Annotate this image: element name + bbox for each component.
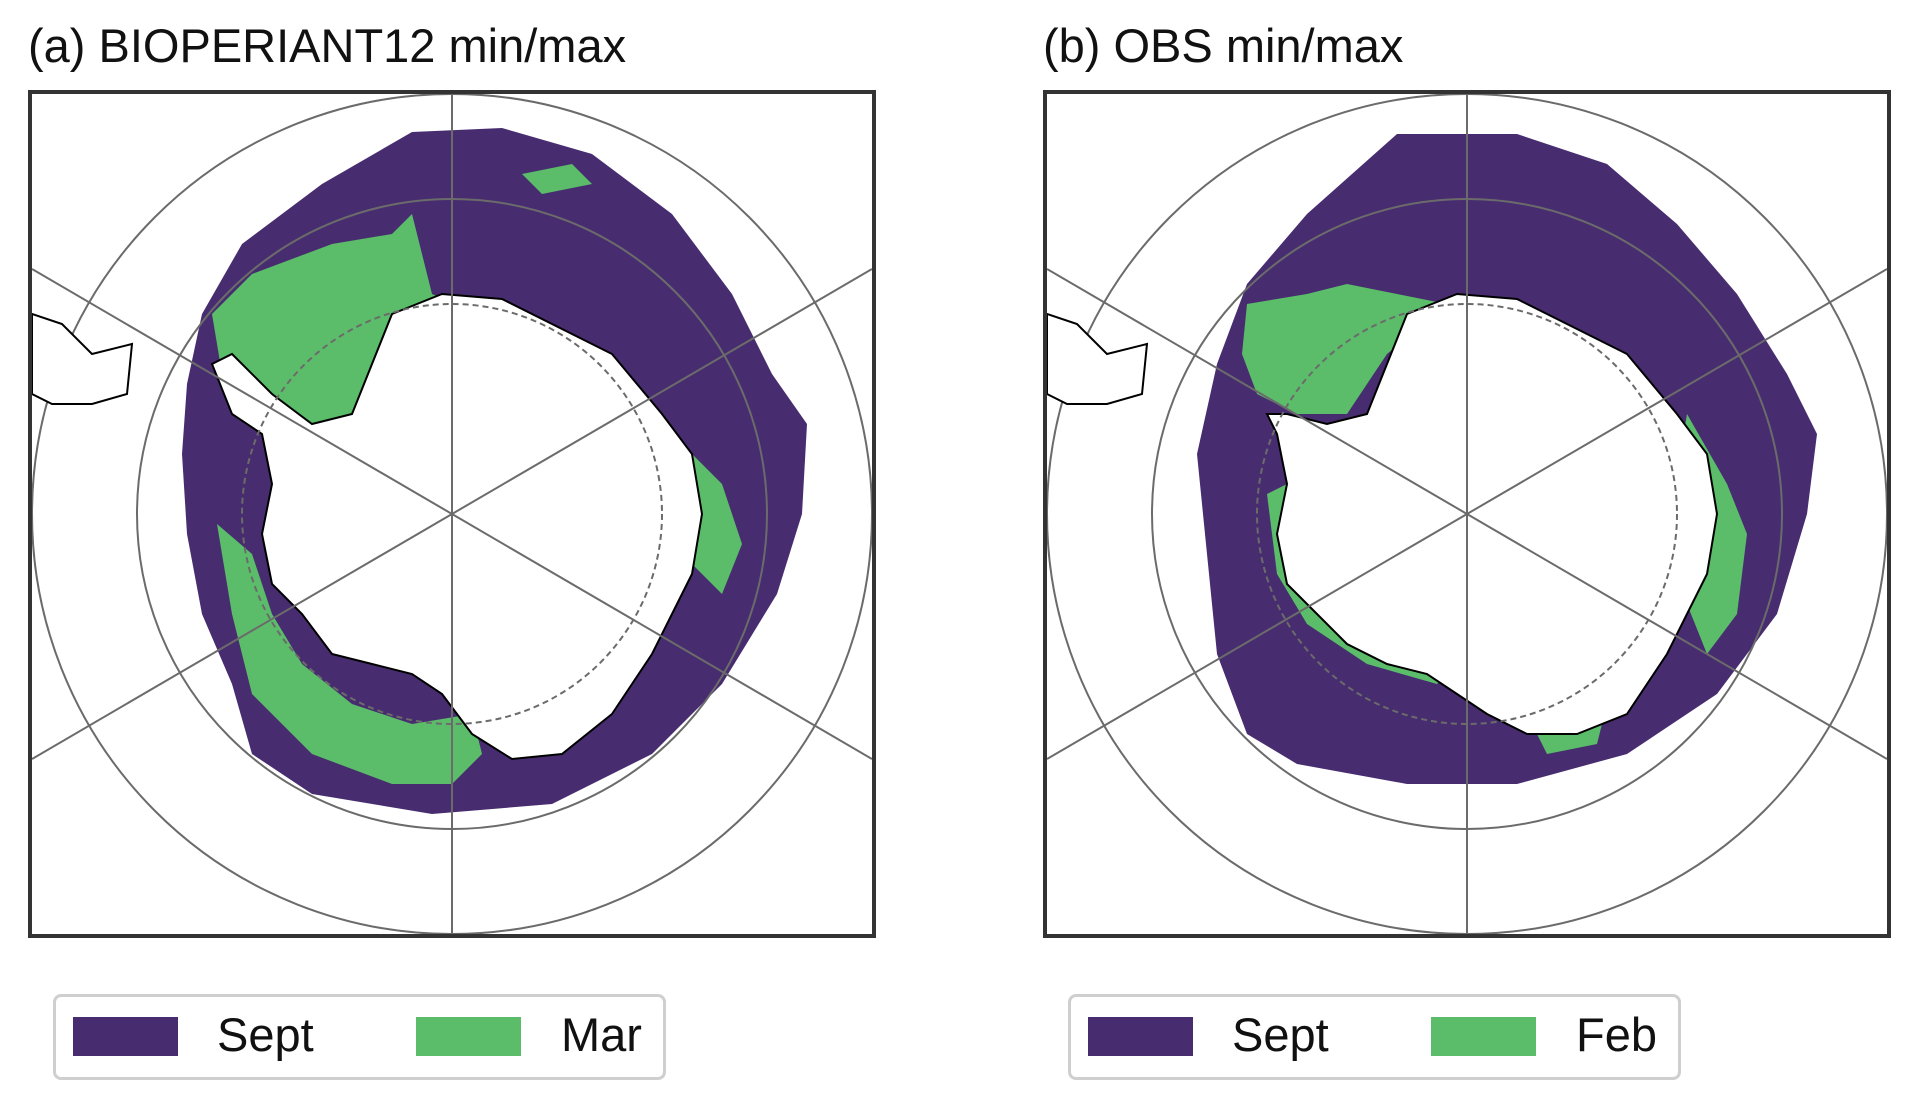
south-america-land	[1047, 312, 1149, 405]
mar-min-extent-north-patch	[522, 164, 592, 194]
panel-b-legend: Sept Feb	[1068, 994, 1681, 1080]
legend-swatch-sept	[73, 1017, 178, 1056]
mar-min-extent-south	[217, 524, 482, 784]
graticule	[32, 94, 872, 934]
latitude-circle-inner	[241, 303, 663, 725]
panel-a-title: (a) BIOPERIANT12 min/max	[28, 19, 627, 72]
legend-swatch-mar	[416, 1017, 521, 1056]
graticule	[1047, 94, 1887, 934]
legend-label-feb: Feb	[1576, 1008, 1657, 1061]
legend-label-sept: Sept	[1232, 1008, 1329, 1061]
panel-b-map	[1043, 90, 1891, 938]
feb-min-extent	[1242, 284, 1447, 414]
antarctica-land	[1265, 292, 1719, 735]
legend-label-mar: Mar	[561, 1008, 642, 1061]
panel-a-map	[28, 90, 876, 938]
legend-swatch-feb	[1431, 1017, 1536, 1056]
panel-a-legend: Sept Mar	[53, 994, 666, 1080]
meridian-diagonal-2	[1047, 268, 1887, 760]
panel-b-title: (b) OBS min/max	[1043, 19, 1404, 72]
meridian-diagonal-2	[32, 268, 872, 760]
antarctica-land	[210, 292, 704, 761]
legend-label-sept: Sept	[217, 1008, 314, 1061]
legend-swatch-sept	[1088, 1017, 1193, 1056]
south-america-land	[32, 312, 134, 405]
latitude-circle-inner	[1256, 303, 1678, 725]
